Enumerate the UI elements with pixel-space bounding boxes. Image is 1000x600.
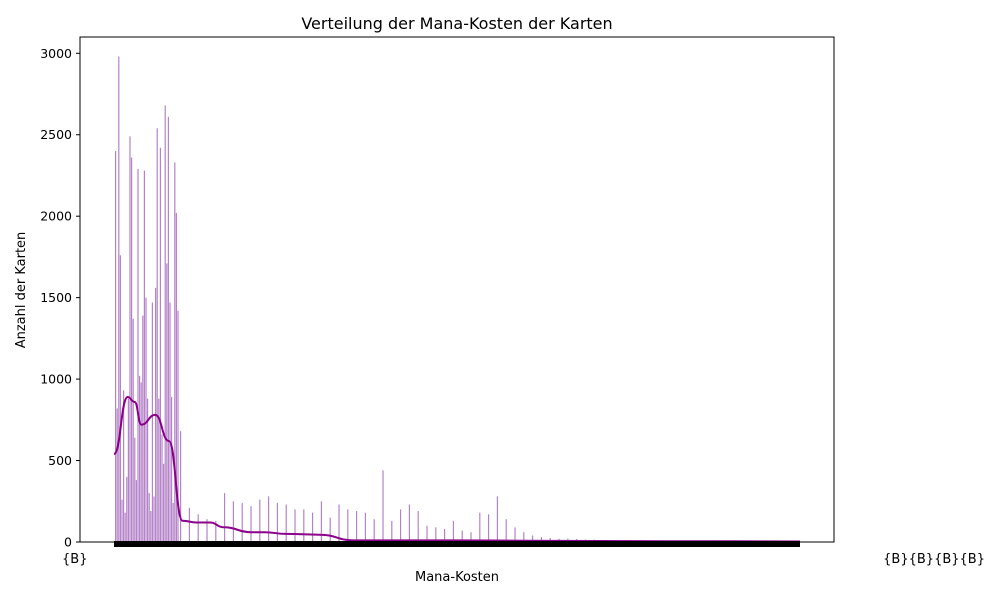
y-tick-label: 500 bbox=[48, 453, 72, 468]
bars-group bbox=[115, 56, 789, 543]
bar bbox=[177, 310, 179, 542]
y-tick-label: 3000 bbox=[40, 46, 72, 61]
kde-line bbox=[113, 395, 801, 543]
bar bbox=[329, 517, 331, 542]
bar bbox=[373, 519, 375, 542]
bar bbox=[115, 151, 117, 542]
bar bbox=[166, 263, 168, 542]
bar bbox=[505, 519, 507, 542]
bar bbox=[124, 512, 126, 542]
bar bbox=[206, 519, 208, 542]
bar bbox=[123, 390, 125, 542]
bar bbox=[161, 434, 163, 542]
y-axis: 0 500 1000 1500 2000 2500 3000 bbox=[40, 46, 80, 550]
bar bbox=[391, 520, 393, 542]
bar bbox=[426, 525, 428, 542]
bar bbox=[268, 496, 270, 542]
bar bbox=[150, 511, 152, 542]
bar bbox=[224, 493, 226, 542]
bar bbox=[139, 375, 141, 542]
bar bbox=[137, 168, 139, 542]
bar bbox=[408, 504, 410, 542]
bar bbox=[148, 493, 150, 542]
bar bbox=[142, 315, 144, 542]
bar bbox=[523, 532, 525, 542]
bar bbox=[250, 506, 252, 542]
bar bbox=[470, 532, 472, 542]
bar bbox=[167, 116, 169, 542]
bar bbox=[444, 528, 446, 542]
bar bbox=[126, 476, 128, 542]
bar bbox=[159, 147, 161, 542]
bar bbox=[129, 136, 131, 542]
bar bbox=[540, 537, 542, 542]
bar bbox=[134, 437, 136, 542]
bar bbox=[514, 527, 516, 542]
bar bbox=[320, 501, 322, 542]
bar bbox=[382, 470, 384, 542]
bar bbox=[417, 511, 419, 542]
bar bbox=[151, 302, 153, 542]
bar bbox=[132, 318, 134, 542]
y-tick-label: 2500 bbox=[40, 127, 72, 142]
y-tick-label: 2000 bbox=[40, 209, 72, 224]
bar bbox=[121, 499, 123, 542]
bar bbox=[496, 496, 498, 542]
bar bbox=[180, 431, 182, 542]
bar bbox=[435, 527, 437, 542]
bar bbox=[135, 480, 137, 542]
bar bbox=[188, 507, 190, 542]
bar bbox=[171, 397, 173, 542]
bar bbox=[156, 128, 158, 543]
x-tick-label-first: {B} bbox=[62, 552, 87, 567]
bar bbox=[303, 509, 305, 542]
bar bbox=[294, 509, 296, 542]
bar bbox=[164, 105, 166, 543]
bar bbox=[259, 499, 261, 542]
bar bbox=[127, 398, 129, 542]
x-axis-label: Mana-Kosten bbox=[415, 570, 499, 585]
bar bbox=[197, 514, 199, 542]
bar bbox=[143, 170, 145, 542]
bar bbox=[116, 408, 118, 542]
bar bbox=[147, 398, 149, 542]
bar bbox=[153, 496, 155, 542]
bar bbox=[338, 504, 340, 542]
bar bbox=[532, 535, 534, 542]
plot-frame bbox=[79, 36, 835, 543]
bar bbox=[158, 398, 160, 542]
bar bbox=[175, 212, 177, 542]
bar bbox=[364, 512, 366, 542]
y-axis-label: Anzahl der Karten bbox=[14, 232, 29, 349]
bar bbox=[163, 463, 165, 542]
bar bbox=[140, 382, 142, 542]
bar bbox=[312, 512, 314, 542]
bar bbox=[285, 504, 287, 542]
bar bbox=[276, 502, 278, 542]
bar bbox=[400, 509, 402, 542]
bar bbox=[215, 520, 217, 542]
y-tick-label: 1500 bbox=[40, 290, 72, 305]
bar bbox=[145, 297, 147, 542]
bar bbox=[118, 56, 120, 543]
bar bbox=[347, 509, 349, 542]
bar bbox=[452, 520, 454, 542]
chart-title: Verteilung der Mana-Kosten der Karten bbox=[301, 14, 612, 33]
bar bbox=[488, 514, 490, 542]
y-tick-label: 0 bbox=[64, 535, 72, 550]
bar bbox=[232, 501, 234, 542]
bar bbox=[174, 162, 176, 542]
bar bbox=[131, 157, 133, 543]
x-tick-band bbox=[114, 541, 800, 547]
bar bbox=[241, 502, 243, 542]
bar bbox=[461, 530, 463, 542]
bar bbox=[119, 255, 121, 543]
bar bbox=[172, 502, 174, 542]
x-tick-label-last: {B}{B}{B}{B} bbox=[883, 552, 985, 567]
y-tick-label: 1000 bbox=[40, 372, 72, 387]
bar bbox=[479, 512, 481, 542]
bar bbox=[356, 511, 358, 542]
bar bbox=[169, 302, 171, 542]
